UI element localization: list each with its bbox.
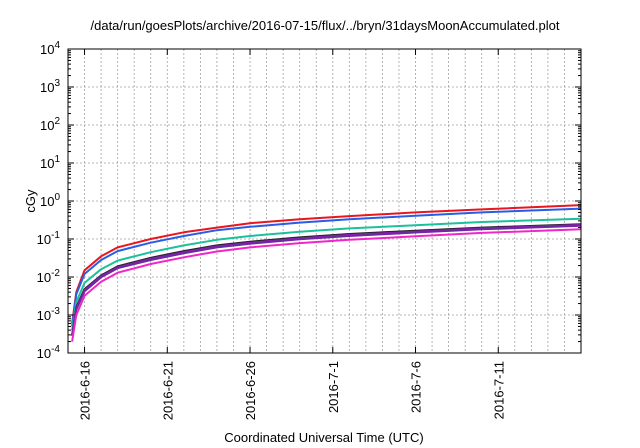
x-tick-label: 2016-7-11 (491, 361, 506, 419)
y-axis-label: cGy (23, 189, 38, 213)
x-tick-label: 2016-7-6 (409, 361, 424, 413)
series-line-7 (71, 228, 582, 342)
series-line-3 (71, 217, 582, 331)
x-tick-label: 2016-6-26 (243, 361, 258, 420)
x-tick-label: 2016-7-1 (326, 361, 341, 413)
y-tick-label: 102 (40, 116, 60, 133)
series-line-6 (71, 224, 582, 337)
x-tick-labels: 2016-6-16 2016-6-21 2016-6-26 2016-7-1 2016-… (78, 361, 507, 420)
y-tick-label: 100 (40, 192, 60, 209)
x-tick-label: 2016-6-21 (160, 361, 175, 420)
chart-title: /data/run/goesPlots/archive/2016-07-15/f… (91, 18, 560, 33)
x-tick-label: 2016-6-16 (78, 361, 93, 420)
y-tick-label: 104 (40, 40, 60, 57)
y-tick-labels: 10-4 10-3 10-2 10-1 100 101 102 103 104 (37, 40, 61, 361)
y-tick-label: 10-4 (37, 344, 61, 361)
y-tick-label: 101 (40, 154, 60, 171)
grid (68, 49, 581, 353)
series-line-1 (71, 204, 582, 324)
y-tick-label: 10-1 (37, 230, 61, 247)
y-tick-label: 10-2 (37, 268, 61, 285)
y-tick-label: 103 (40, 78, 60, 95)
series-line-2 (71, 207, 582, 327)
series-group (71, 204, 582, 342)
y-tick-label: 10-3 (37, 306, 61, 323)
x-axis-label: Coordinated Universal Time (UTC) (224, 430, 423, 445)
tick-marks (68, 48, 581, 354)
